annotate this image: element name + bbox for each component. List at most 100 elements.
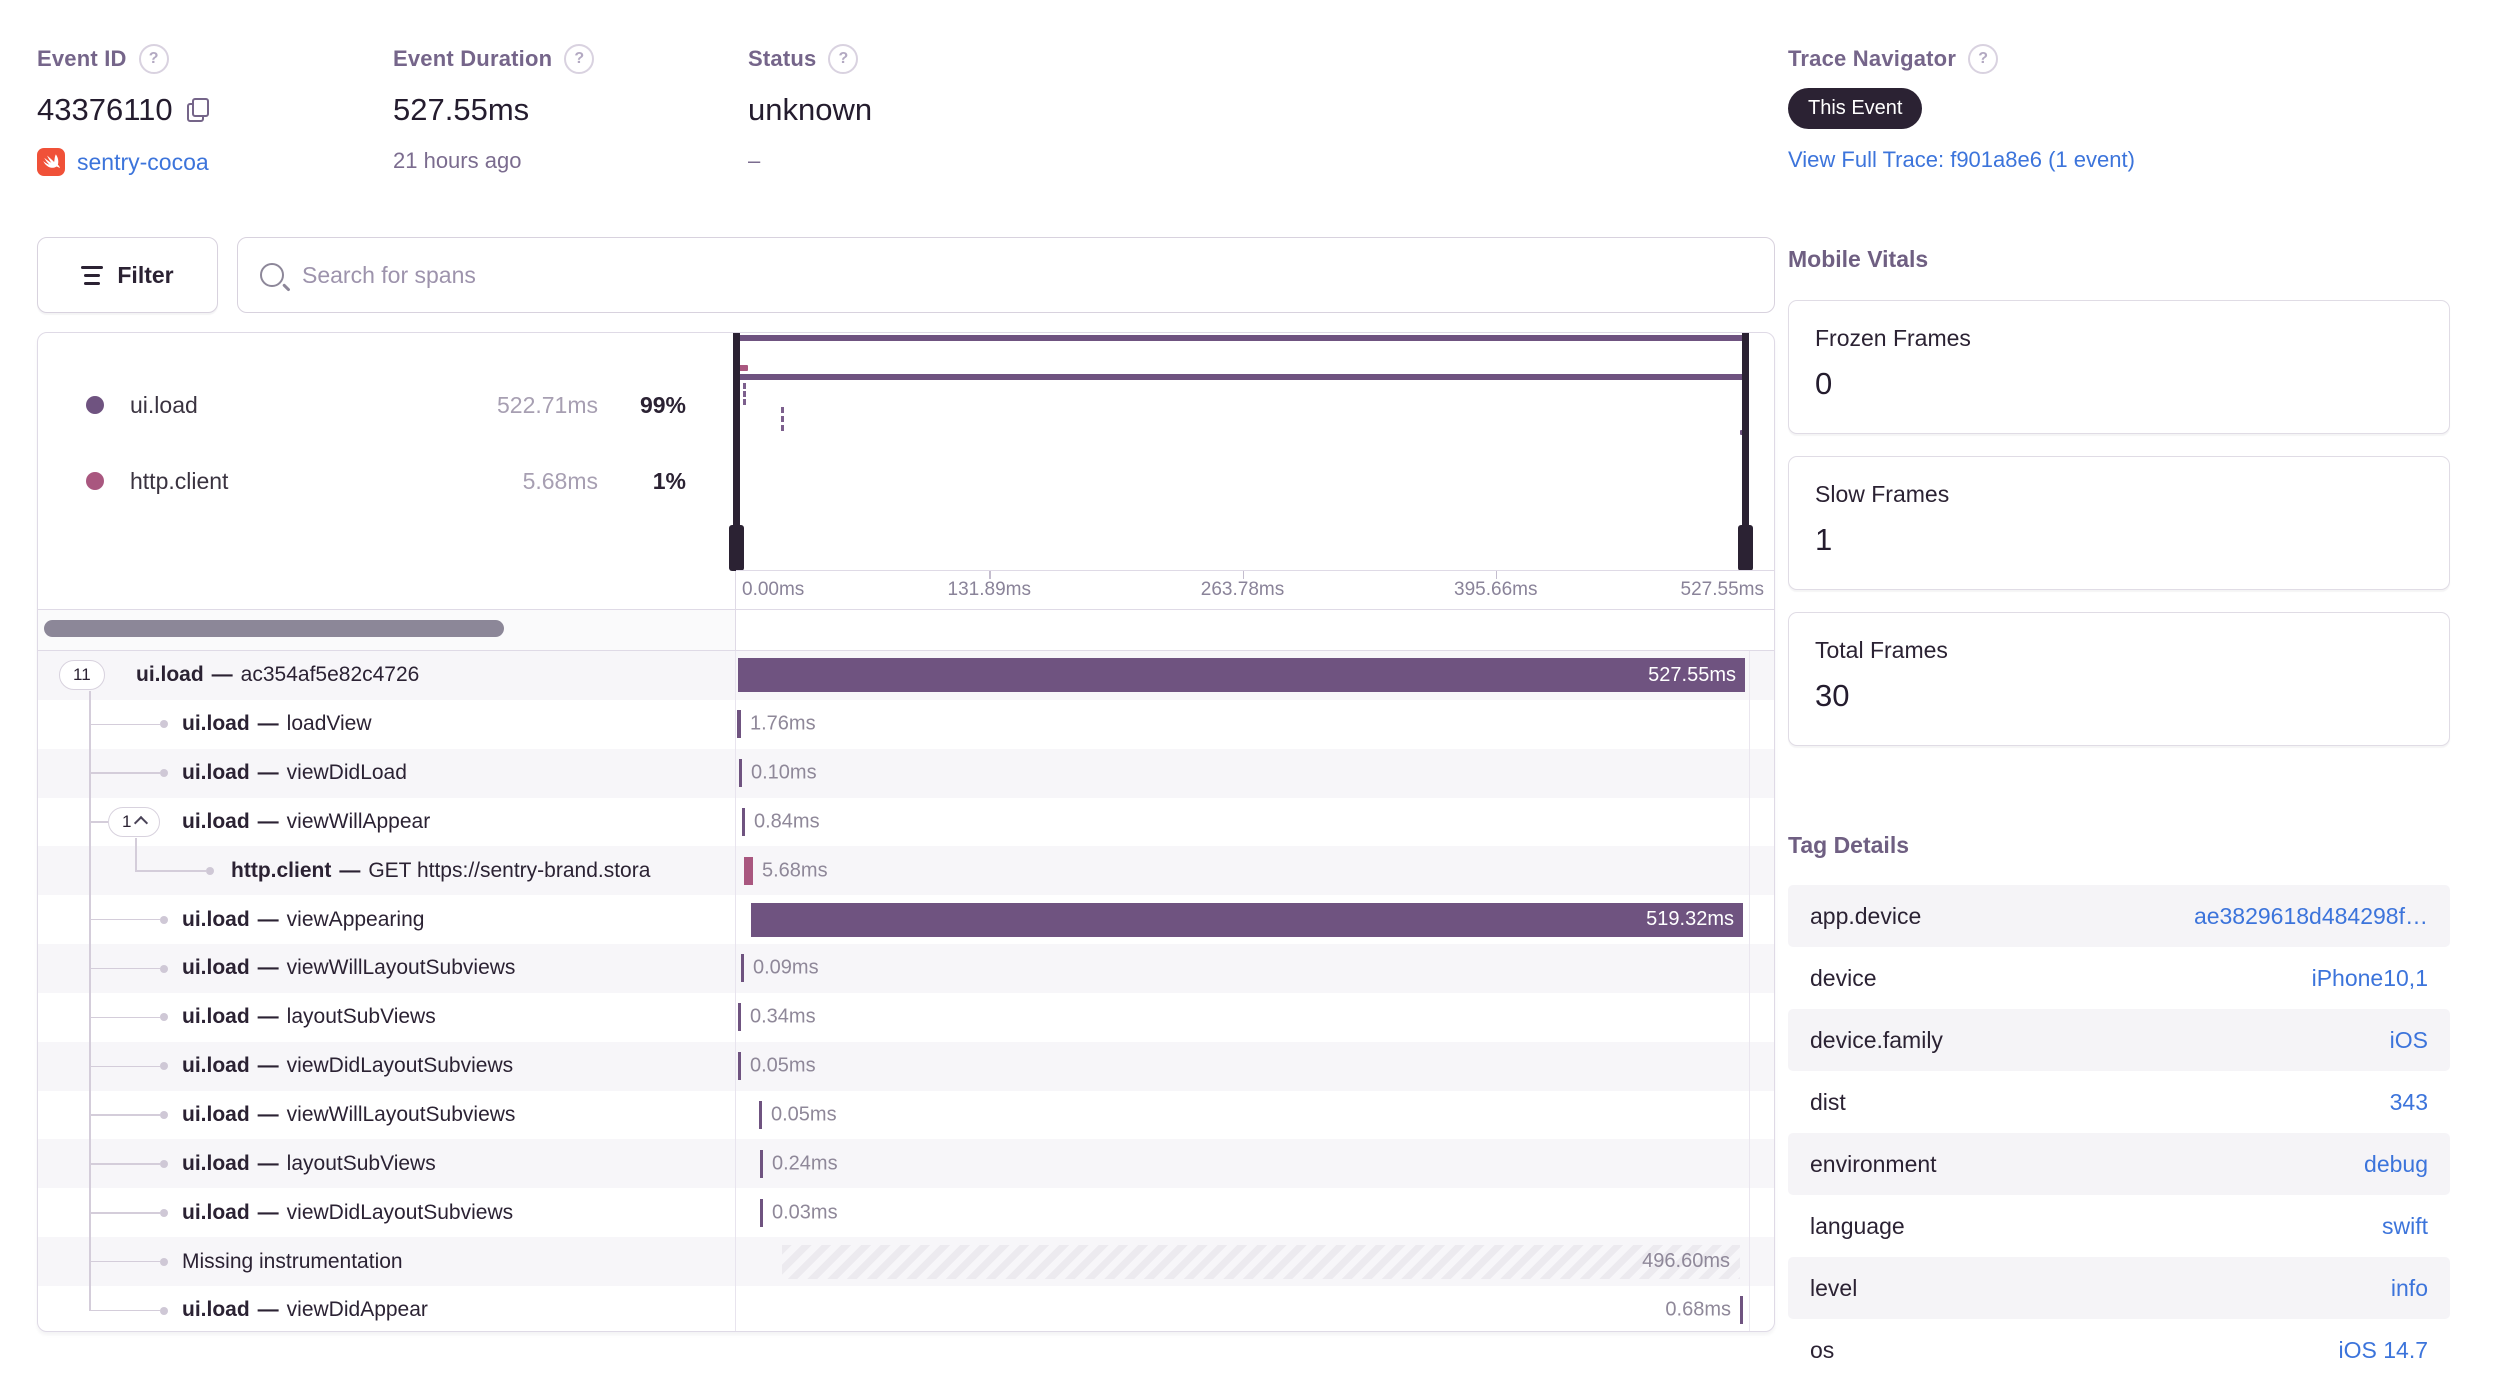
span-label-cell[interactable]: ui.load — viewDidLayoutSubviews (38, 1041, 736, 1091)
span-label-cell[interactable]: ui.load — layoutSubViews (38, 1139, 736, 1189)
help-icon[interactable]: ? (564, 44, 595, 74)
minimap-right-handle[interactable] (1742, 333, 1749, 571)
span-label-cell[interactable]: ui.load — viewWillLayoutSubviews (38, 1090, 736, 1140)
minimap-left-handle[interactable] (733, 333, 740, 571)
span-duration-bar[interactable]: 519.32ms (751, 902, 1743, 937)
tree-row[interactable]: ui.load — viewAppearing 519.32ms (38, 895, 1774, 945)
span-duration-bar[interactable]: 527.55ms (738, 658, 1745, 693)
trace-minimap[interactable]: 0.00ms 131.89ms 263.78ms 395.66ms 527.55ms (729, 333, 1774, 609)
tree-row[interactable]: ui.load — viewDidAppear 0.68ms (38, 1285, 1774, 1331)
span-op: ui.load (182, 1298, 250, 1322)
help-icon[interactable]: ? (1968, 44, 1999, 74)
tree-row[interactable]: ui.load — loadView 1.76ms (38, 699, 1774, 749)
span-collapse-pill[interactable]: 1 (108, 806, 161, 837)
tag-value-link[interactable]: ae3829618d484298f… (2193, 902, 2428, 929)
chevron-up-icon (134, 816, 149, 831)
tree-connector-line (89, 1114, 160, 1116)
span-label-cell[interactable]: ui.load — layoutSubViews (38, 992, 736, 1042)
span-bar-cell[interactable]: 496.60ms (736, 1237, 1774, 1286)
span-duration-bar[interactable] (744, 856, 753, 885)
span-duration-bar[interactable] (1740, 1296, 1743, 1325)
project-link[interactable]: sentry-cocoa (77, 148, 209, 175)
span-label-cell[interactable]: ui.load — viewDidLayoutSubviews (38, 1188, 736, 1238)
span-label-cell[interactable]: http.client — GET https://sentry-brand.sto… (38, 846, 736, 896)
span-label-cell[interactable]: ui.load — viewDidLoad (38, 748, 736, 798)
span-bar-track: 527.55ms (736, 651, 1750, 700)
span-duration-bar[interactable] (738, 1052, 741, 1081)
span-label-cell[interactable]: ui.load — viewAppearing (38, 895, 736, 945)
span-duration-bar[interactable] (760, 1198, 763, 1227)
span-bar-cell[interactable]: 0.34ms (736, 992, 1774, 1042)
view-full-trace-link[interactable]: View Full Trace: f901a8e6 (1 event) (1788, 147, 2135, 172)
span-duration-label: 0.84ms (754, 810, 820, 833)
span-count-pill[interactable]: 11 (59, 660, 105, 691)
span-bar-cell[interactable]: 527.55ms (736, 651, 1774, 700)
tree-row[interactable]: ui.load — layoutSubViews 0.34ms (38, 992, 1774, 1042)
tag-value-link[interactable]: iOS 14.7 (2338, 1336, 2429, 1363)
tag-value-link[interactable]: swift (2382, 1212, 2428, 1239)
tree-row[interactable]: ui.load — viewDidLayoutSubviews 0.03ms (38, 1188, 1774, 1238)
search-icon (260, 263, 284, 287)
span-label-cell[interactable]: Missing instrumentation (38, 1237, 736, 1286)
tree-row[interactable]: ui.load — viewDidLayoutSubviews 0.05ms (38, 1041, 1774, 1091)
tag-value-link[interactable]: 343 (2389, 1088, 2428, 1115)
scrollbar-thumb[interactable] (44, 620, 504, 637)
axis-tick (1242, 571, 1244, 579)
span-label-cell[interactable]: 11 ui.load — ac354af5e82c4726 (38, 651, 736, 700)
tree-row[interactable]: Missing instrumentation 496.60ms (38, 1237, 1774, 1286)
filter-button[interactable]: Filter (37, 237, 218, 313)
span-bar-cell[interactable]: 5.68ms (736, 846, 1774, 896)
span-bar-cell[interactable]: 519.32ms (736, 895, 1774, 945)
search-input[interactable] (300, 260, 1752, 290)
span-label-cell[interactable]: 1 ui.load — viewWillAppear (38, 797, 736, 847)
span-bar-cell[interactable]: 0.09ms (736, 944, 1774, 993)
minimap-left-grip[interactable] (729, 525, 744, 571)
event-duration-section: Event Duration ? 527.55ms 21 hours ago (393, 44, 595, 174)
span-separator: — (257, 907, 279, 931)
span-bar-cell[interactable]: 0.05ms (736, 1041, 1774, 1091)
span-label-cell[interactable]: ui.load — loadView (38, 699, 736, 749)
span-label-cell[interactable]: ui.load — viewWillLayoutSubviews (38, 944, 736, 993)
tag-value-link[interactable]: iOS (2389, 1026, 2428, 1053)
span-label-cell[interactable]: ui.load — viewDidAppear (38, 1285, 736, 1331)
span-duration-bar[interactable] (739, 759, 742, 788)
tag-value-link[interactable]: iPhone10,1 (2311, 964, 2428, 991)
span-duration-bar[interactable] (741, 954, 744, 983)
tree-row[interactable]: http.client — GET https://sentry-brand.sto… (38, 846, 1774, 896)
tree-row[interactable]: ui.load — viewWillLayoutSubviews 0.05ms (38, 1090, 1774, 1140)
span-duration-bar[interactable] (737, 710, 741, 739)
tree-connector-line (135, 870, 206, 872)
minimap-http-span-mark (737, 365, 748, 371)
span-bar-track: 1.76ms (736, 699, 1750, 749)
tree-row[interactable]: ui.load — viewDidLoad 0.10ms (38, 748, 1774, 798)
span-duration-bar[interactable] (759, 1101, 762, 1130)
tree-connector-dot (160, 1306, 168, 1315)
span-bar-cell[interactable]: 0.03ms (736, 1188, 1774, 1238)
help-icon[interactable]: ? (828, 44, 859, 74)
span-name: loadView (286, 712, 372, 736)
span-duration-label: 0.05ms (771, 1103, 837, 1126)
tag-key: environment (1810, 1150, 1937, 1177)
help-icon[interactable]: ? (138, 44, 169, 74)
tag-value-link[interactable]: info (2390, 1274, 2428, 1301)
tree-row[interactable]: ui.load — layoutSubViews 0.24ms (38, 1139, 1774, 1189)
span-bar-cell[interactable]: 1.76ms (736, 699, 1774, 749)
minimap-right-grip[interactable] (1738, 525, 1753, 571)
tree-row[interactable]: 11 ui.load — ac354af5e82c4726 527.55ms (38, 651, 1774, 700)
span-bar-cell[interactable]: 0.84ms (736, 797, 1774, 847)
tag-details-table: app.device ae3829618d484298f… device iPhone… (1788, 885, 2450, 1381)
span-bar-cell[interactable]: 0.05ms (736, 1090, 1774, 1140)
span-label: ui.load — viewDidLoad (182, 749, 407, 798)
copy-icon[interactable] (186, 98, 209, 122)
minimap-track[interactable] (729, 333, 1753, 571)
tree-row[interactable]: ui.load — viewWillLayoutSubviews 0.09ms (38, 944, 1774, 993)
tag-value-link[interactable]: debug (2364, 1150, 2428, 1177)
span-duration-bar[interactable] (742, 807, 745, 836)
span-bar-cell[interactable]: 0.68ms (736, 1285, 1774, 1331)
span-bar-cell[interactable]: 0.10ms (736, 748, 1774, 798)
span-bar-cell[interactable]: 0.24ms (736, 1139, 1774, 1189)
span-duration-bar[interactable] (760, 1149, 763, 1178)
axis-tick-label: 0.00ms (742, 579, 805, 600)
tree-row[interactable]: 1 ui.load — viewWillAppear 0.84ms (38, 797, 1774, 847)
span-duration-bar[interactable] (738, 1003, 741, 1032)
